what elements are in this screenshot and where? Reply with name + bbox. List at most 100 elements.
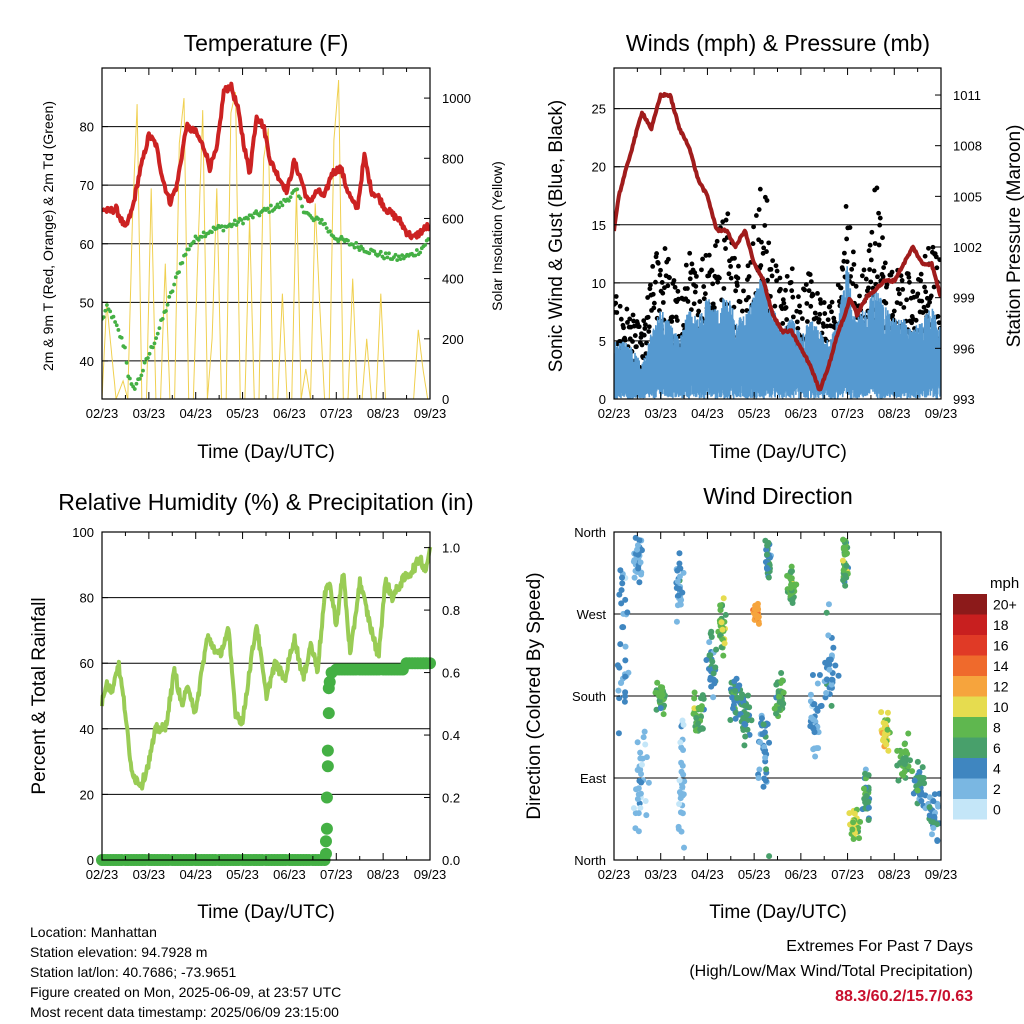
colorbar-swatch — [953, 676, 987, 697]
gust-point — [691, 301, 697, 307]
dewpoint-point — [387, 251, 391, 256]
gust-point — [687, 250, 693, 256]
dewpoint-point — [288, 195, 293, 200]
dewpoint-point — [352, 245, 357, 250]
pressure-line — [614, 91, 941, 392]
gust-point — [751, 224, 756, 230]
dewpoint-point — [108, 309, 113, 314]
x-tick-label: 02/23 — [86, 406, 119, 421]
direction-point — [914, 787, 921, 794]
direction-point — [823, 689, 830, 696]
direction-point — [631, 574, 638, 581]
gust-point — [796, 294, 801, 300]
direction-point — [734, 694, 741, 701]
direction-point — [635, 551, 642, 558]
direction-point — [814, 680, 821, 687]
direction-point — [760, 783, 767, 790]
direction-point — [733, 675, 740, 682]
dewpoint-point — [134, 381, 139, 386]
direction-point — [850, 819, 857, 826]
direction-point — [778, 670, 785, 677]
direction-point — [708, 683, 715, 690]
direction-point — [638, 761, 645, 768]
dewpoint-point — [221, 228, 226, 233]
dewpoint-point — [102, 315, 106, 320]
direction-point — [880, 735, 887, 742]
direction-point — [622, 596, 629, 603]
gust-point — [711, 305, 717, 311]
gust-point — [910, 289, 916, 294]
dewpoint-point — [200, 234, 204, 239]
gust-point — [808, 303, 814, 309]
gust-point — [807, 272, 813, 277]
direction-point — [851, 810, 858, 817]
gust-point — [700, 256, 705, 262]
gust-point — [713, 243, 718, 249]
gust-point — [646, 329, 652, 334]
direction-point — [619, 580, 626, 587]
gust-point — [671, 278, 677, 283]
direction-point — [754, 600, 761, 607]
humidity-line — [100, 546, 433, 791]
dewpoint-point — [111, 314, 116, 319]
direction-point — [680, 721, 687, 728]
dewpoint-point — [351, 242, 355, 247]
gust-point — [921, 304, 927, 310]
colorbar-swatch — [953, 635, 987, 656]
gust-point — [866, 285, 871, 291]
direction-point — [729, 694, 736, 701]
gust-point — [933, 254, 939, 260]
gust-point — [745, 263, 751, 269]
direction-point — [843, 562, 850, 569]
gust-point — [889, 269, 895, 275]
gust-point — [797, 303, 802, 309]
direction-point — [643, 812, 650, 819]
gust-point — [774, 268, 780, 274]
gust-point — [923, 289, 929, 295]
direction-point — [755, 774, 762, 781]
direction-point — [818, 702, 825, 709]
gust-point — [687, 276, 693, 282]
dewpoint-point — [250, 215, 255, 220]
direction-point — [885, 747, 892, 754]
direction-point — [719, 626, 726, 633]
gust-point — [930, 244, 936, 250]
colorbar-swatch — [953, 799, 987, 820]
direction-point — [771, 705, 778, 712]
dewpoint-point — [165, 302, 170, 307]
gust-point — [768, 266, 774, 272]
direction-point — [828, 681, 835, 688]
gust-point — [816, 317, 822, 322]
gust-point — [890, 312, 896, 318]
direction-point — [926, 812, 933, 819]
gust-point — [662, 246, 668, 251]
x-tick-label: 05/23 — [226, 406, 259, 421]
dewpoint-point — [275, 202, 280, 207]
direction-point — [930, 819, 937, 826]
gust-point — [665, 283, 671, 289]
direction-point — [641, 728, 648, 735]
gust-point — [788, 279, 794, 285]
direction-point — [691, 695, 698, 702]
gust-point — [702, 291, 708, 297]
direction-point — [713, 646, 720, 653]
y-right-tick-label: 1011 — [953, 88, 981, 103]
gust-point — [710, 281, 716, 287]
gust-point — [895, 286, 901, 292]
y-tick-label: 50 — [80, 295, 94, 310]
x-tick-label: 02/23 — [598, 406, 631, 421]
direction-point — [710, 676, 717, 683]
gust-point — [815, 291, 820, 296]
direction-point — [616, 695, 623, 702]
direction-point — [677, 809, 684, 816]
direction-point — [900, 755, 907, 762]
colorbar-unit: mph — [990, 575, 1019, 592]
direction-point — [931, 791, 938, 798]
direction-point — [849, 826, 856, 833]
gust-point — [746, 274, 752, 279]
gust-point — [795, 326, 801, 331]
precipitation-point — [321, 760, 334, 773]
dewpoint-point — [393, 252, 398, 257]
y-tick-label: 20 — [592, 160, 606, 175]
direction-point — [709, 658, 716, 665]
